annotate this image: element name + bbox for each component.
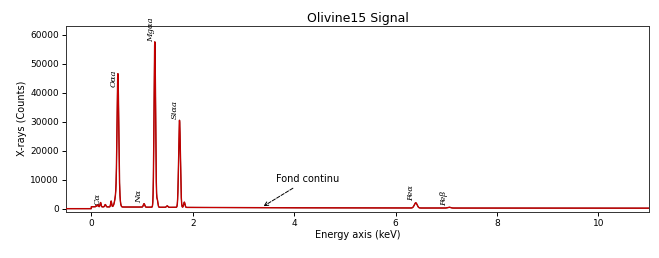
X-axis label: Energy axis (keV): Energy axis (keV) <box>315 230 400 240</box>
Text: Mgαa: Mgαa <box>147 17 155 42</box>
Y-axis label: X-rays (Counts): X-rays (Counts) <box>17 81 28 156</box>
Title: Olivine15 Signal: Olivine15 Signal <box>306 12 409 25</box>
Text: Oαa: Oαa <box>109 69 117 87</box>
Text: Cα: Cα <box>94 193 102 205</box>
Text: Feα: Feα <box>407 186 415 201</box>
Text: Fond continu: Fond continu <box>264 174 339 206</box>
Text: Nα: Nα <box>136 190 144 203</box>
Text: Siαa: Siαa <box>171 100 179 119</box>
Text: Feβ: Feβ <box>440 191 447 206</box>
